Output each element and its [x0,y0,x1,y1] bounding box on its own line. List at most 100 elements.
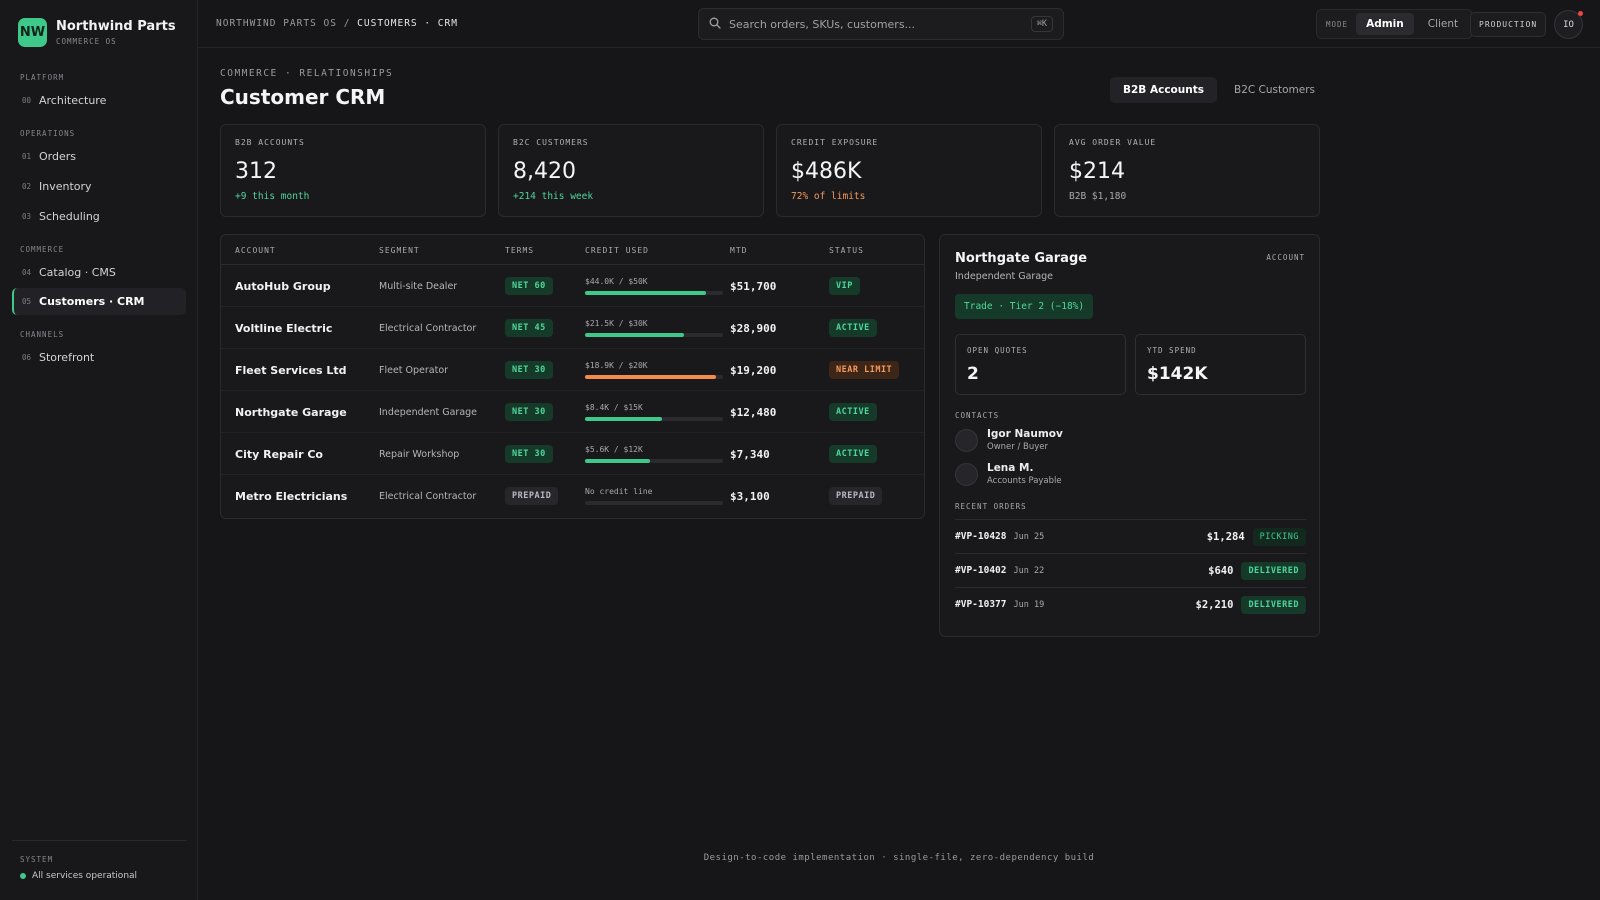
ytd-spend-label: YTD SPEND [1147,346,1197,355]
kpi-value: $486K [791,159,862,184]
column-header-credit-used[interactable]: CREDIT USED [585,246,649,255]
credit-bar-fill [585,291,707,295]
brand-name: Northwind Parts [56,19,176,34]
mode-client-button[interactable]: Client [1427,18,1459,30]
order-id: #VP-10402 [955,565,1007,576]
credit-text: $8.4K / $15K [585,403,643,412]
search-input[interactable] [729,17,1023,31]
ytd-spend-card: YTD SPEND $142K [1135,334,1306,395]
nav-label: Storefront [39,351,95,364]
mode-admin-button[interactable]: Admin [1356,13,1414,35]
kpi-label: B2C CUSTOMERS [513,138,589,147]
column-header-mtd[interactable]: MTD [730,246,748,255]
kpi-card-avg-order-value: AVG ORDER VALUE $214 B2B $1,180 [1054,124,1320,217]
status-badge: ACTIVE [829,403,877,421]
sidebar-item-scheduling[interactable]: 03 Scheduling [12,203,186,230]
sidebar-item-customers[interactable]: 05 Customers · CRM [12,288,186,315]
credit-bar-fill [585,417,663,421]
sidebar-item-storefront[interactable]: 06 Storefront [12,344,186,371]
recent-orders-label: RECENT ORDERS [955,502,1027,511]
search-box[interactable]: ⌘K [698,8,1064,40]
order-status-badge: DELIVERED [1241,561,1306,580]
environment-badge[interactable]: PRODUCTION [1470,12,1547,37]
kpi-value: 8,420 [513,159,576,184]
nav-index: 04 [22,268,32,277]
order-id: #VP-10428 [955,531,1007,542]
kpi-value: $214 [1069,159,1125,184]
accounts-table: ACCOUNT SEGMENT TERMS CREDIT USED MTD ST… [220,234,925,519]
sidebar-item-orders[interactable]: 01 Orders [12,143,186,170]
credit-usage: $5.6K / $12K [585,445,723,463]
table-row[interactable]: Voltline Electric Electrical Contractor NE… [221,307,924,349]
table-row[interactable]: City Repair Co Repair Workshop NET 30 $5.6K… [221,433,924,475]
mtd-value: $12,480 [730,405,777,419]
tab-b2c-customers[interactable]: B2C Customers [1233,84,1316,96]
order-row[interactable]: #VP-10428 Jun 25 $1,284 PICKING [955,519,1306,553]
column-header-segment[interactable]: SEGMENT [379,246,420,255]
kpi-subtext: 72% of limits [791,191,866,202]
kpi-card-b2b-accounts: B2B ACCOUNTS 312 +9 this month [220,124,486,217]
kpi-card-b2c-customers: B2C CUSTOMERS 8,420 +214 this week [498,124,764,217]
ytd-spend-value: $142K [1147,364,1208,384]
credit-bar [585,417,723,421]
contact-item[interactable]: Igor Naumov Owner / Buyer [955,428,1063,452]
search-icon [709,17,721,32]
account-segment: Repair Workshop [379,448,460,460]
account-name: City Repair Co [235,447,323,461]
mtd-value: $19,200 [730,363,777,377]
nav-label: Customers · CRM [39,295,145,308]
column-header-status[interactable]: STATUS [829,246,864,255]
mode-switch: MODE Admin Client [1316,9,1474,39]
sidebar-item-inventory[interactable]: 02 Inventory [12,173,186,200]
contact-avatar [955,428,978,452]
table-row[interactable]: Metro Electricians Electrical Contractor P… [221,475,924,517]
sidebar-item-catalog[interactable]: 04 Catalog · CMS [12,259,186,286]
contacts-label: CONTACTS [955,411,1000,420]
status-badge: ACTIVE [829,319,877,337]
credit-text: $5.6K / $12K [585,445,643,454]
notification-dot-icon [1578,11,1583,16]
status-badge: ACTIVE [829,445,877,463]
nav-label: Scheduling [39,210,100,223]
order-row[interactable]: #VP-10377 Jun 19 $2,210 DELIVERED [955,587,1306,621]
footer-note: Design-to-code implementation · single-f… [703,853,1095,863]
kpi-label: B2B ACCOUNTS [235,138,305,147]
account-name: AutoHub Group [235,279,331,293]
column-header-terms[interactable]: TERMS [505,246,535,255]
order-row[interactable]: #VP-10402 Jun 22 $640 DELIVERED [955,553,1306,587]
pricing-tier-badge: Trade · Tier 2 (−18%) [955,294,1094,319]
order-amount: $1,284 [1206,530,1245,543]
nav-group-commerce: COMMERCE [20,245,65,254]
contact-item[interactable]: Lena M. Accounts Payable [955,462,1062,486]
nav-index: 00 [22,96,32,105]
account-name: Northgate Garage [235,405,347,419]
account-type-tabs: B2B Accounts B2C Customers [1110,77,1328,103]
table-row[interactable]: Northgate Garage Independent Garage NET 30… [221,391,924,433]
table-row[interactable]: AutoHub Group Multi-site Dealer NET 60 $44.… [221,265,924,307]
sidebar-item-architecture[interactable]: 00 Architecture [12,87,186,114]
account-name: Fleet Services Ltd [235,363,347,377]
open-quotes-value: 2 [967,364,979,384]
tab-b2b-accounts[interactable]: B2B Accounts [1110,77,1217,103]
contact-role: Owner / Buyer [987,442,1048,452]
nav-label: Inventory [39,180,92,193]
user-avatar[interactable]: IO [1554,10,1583,39]
nav-label: Architecture [39,94,107,107]
credit-usage: $8.4K / $15K [585,403,723,421]
brand[interactable]: NW Northwind Parts COMMERCE OS [18,18,176,47]
sidebar-divider [12,840,186,841]
kpi-subtext: +214 this week [513,191,594,202]
column-header-account[interactable]: ACCOUNT [235,246,276,255]
credit-text: $21.5K / $30K [585,319,648,328]
terms-badge: NET 30 [505,361,553,379]
table-header: ACCOUNT SEGMENT TERMS CREDIT USED MTD ST… [221,235,924,265]
breadcrumb-root[interactable]: NORTHWIND PARTS OS [216,18,337,29]
detail-account-name: Northgate Garage [955,251,1088,266]
table-row[interactable]: Fleet Services Ltd Fleet Operator NET 30 $1… [221,349,924,391]
credit-usage: $18.9K / $20K [585,361,723,379]
breadcrumb-separator: / [343,18,351,29]
credit-bar-fill [585,375,717,379]
nav-index: 06 [22,353,32,362]
system-label: SYSTEM [20,855,54,864]
order-amount: $640 [1208,564,1234,577]
